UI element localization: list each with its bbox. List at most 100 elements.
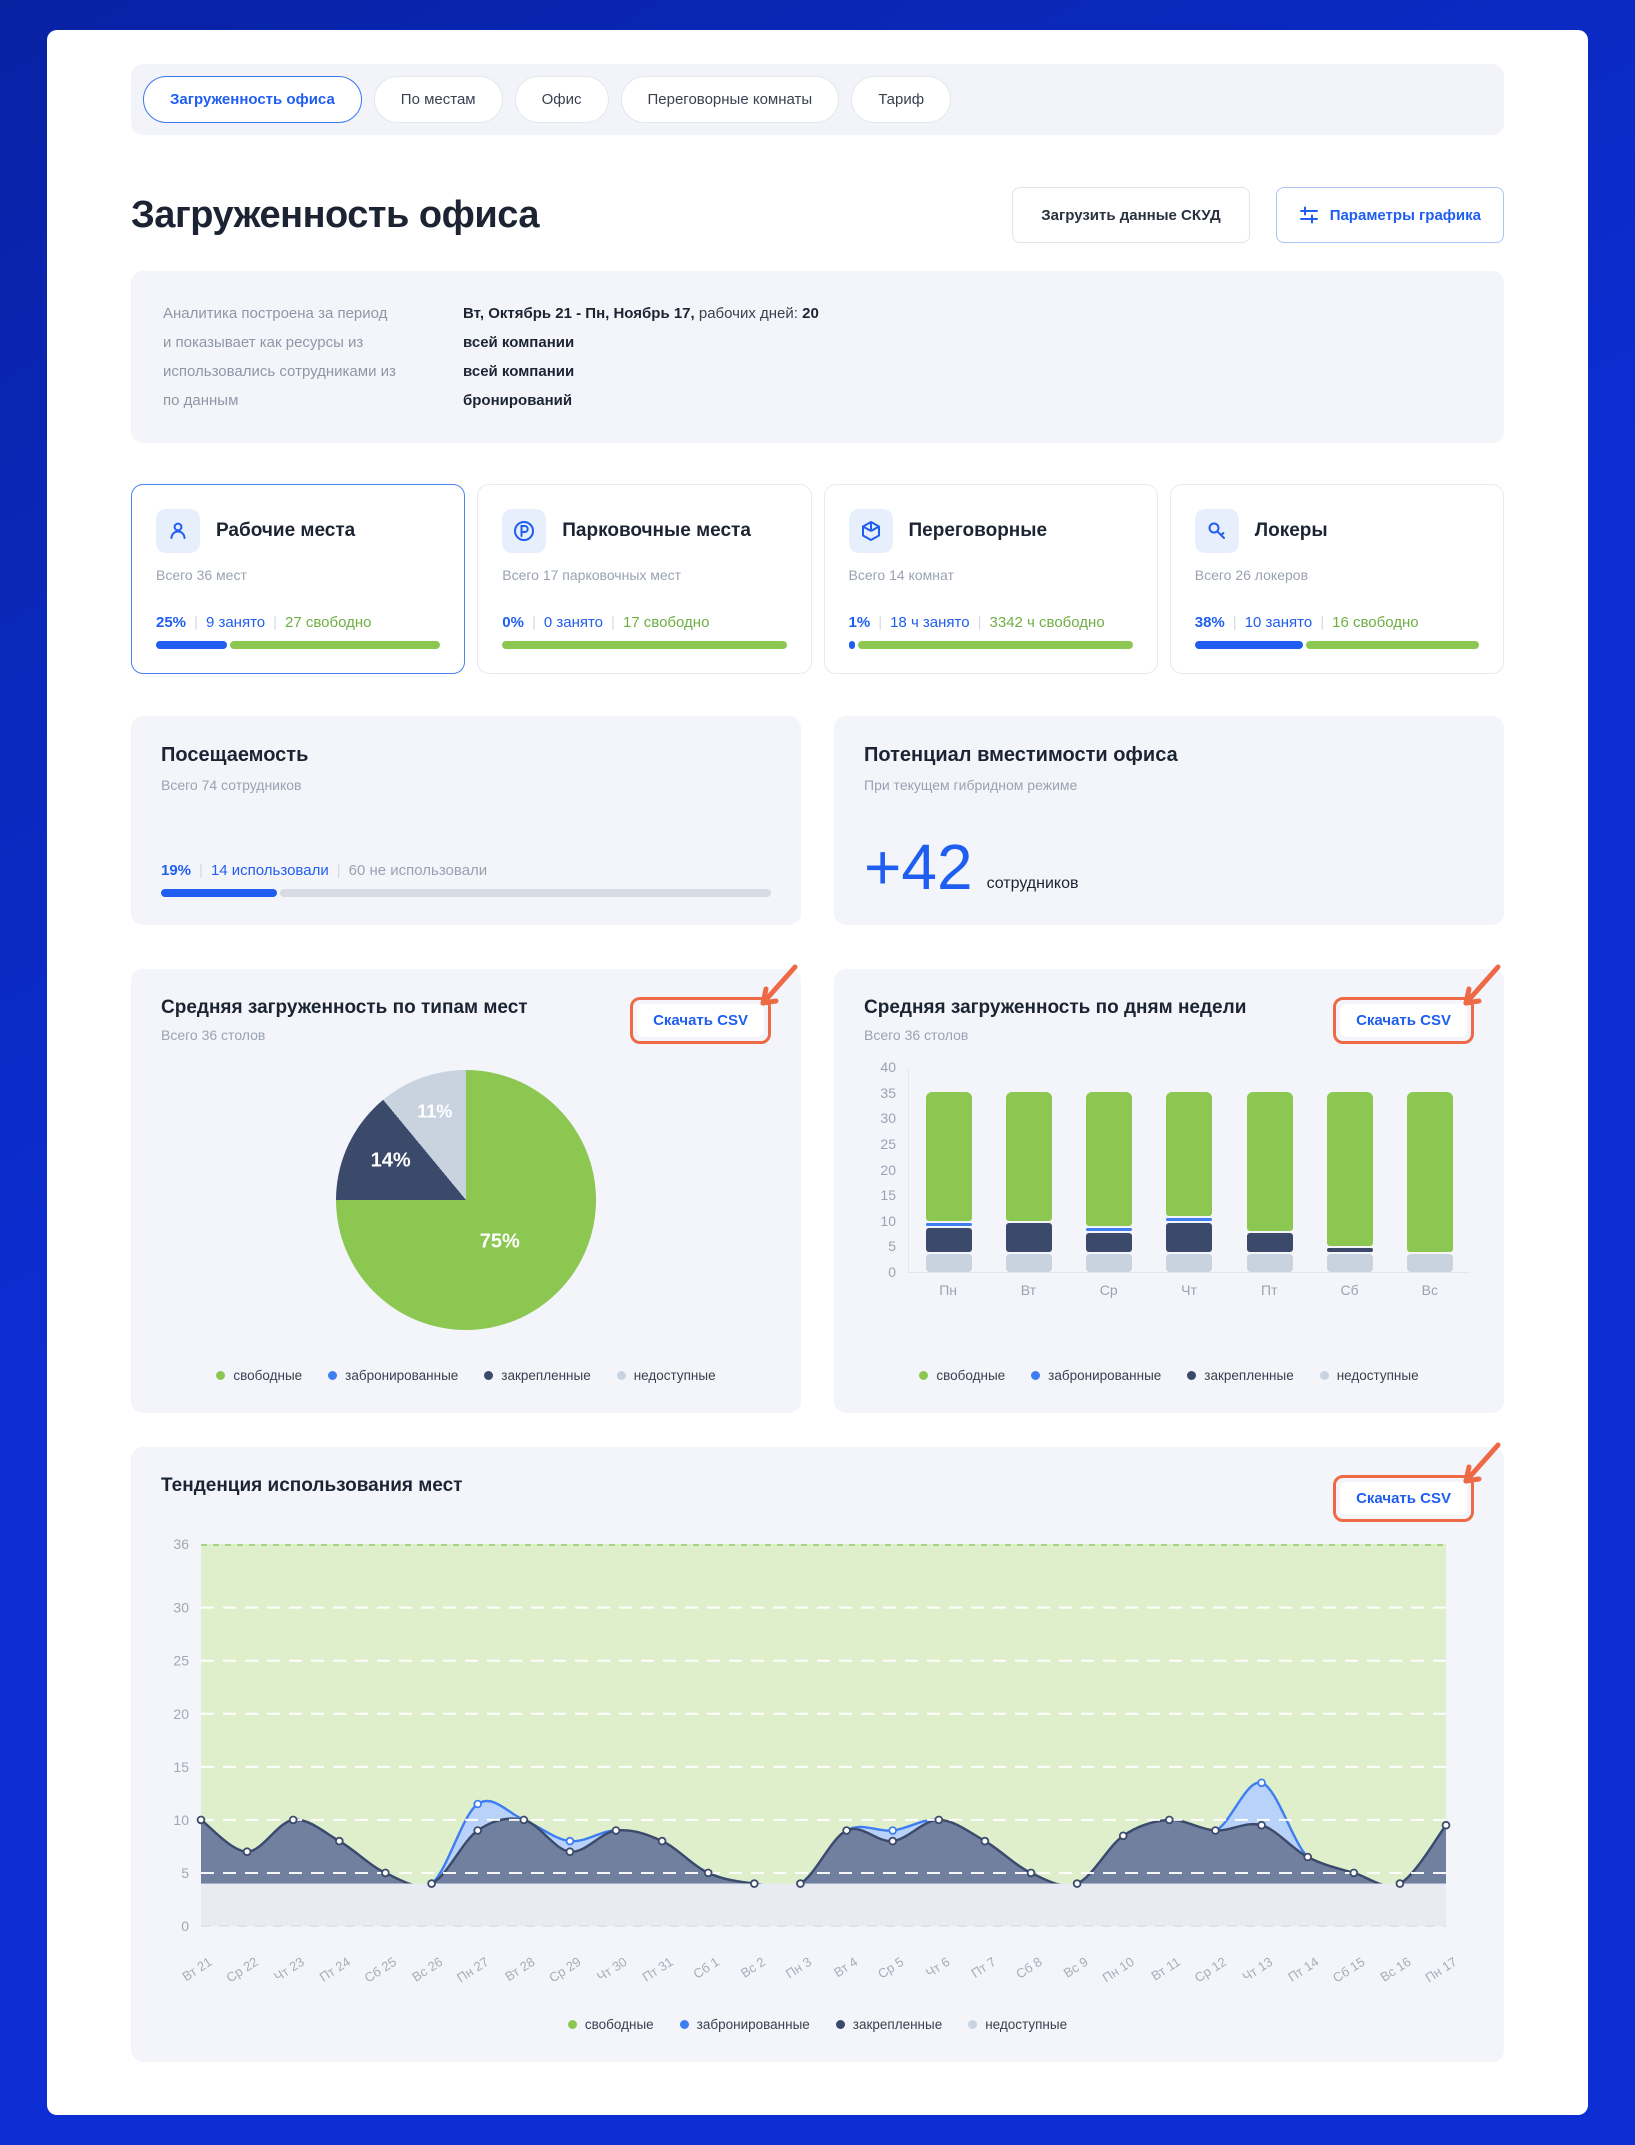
svg-text:Сб 1: Сб 1 [690,1954,721,1982]
trend-legend: свободные забронированные закрепленные недо… [161,2017,1474,2034]
y-tick-label: 15 [880,1187,896,1204]
svg-text:Сб 8: Сб 8 [1013,1954,1044,1982]
x-tick-label: Пт [1261,1282,1278,1298]
bar-column-Чт [1166,1068,1213,1272]
svg-text:0: 0 [181,1918,189,1934]
bar-segment-забронированные [1086,1227,1133,1231]
card-workplaces[interactable]: Рабочие места Всего 36 мест 25% | 9 занят… [131,484,466,674]
svg-text:10: 10 [173,1812,189,1828]
resource-stats: 25% | 9 занято | 27 свободно [156,614,372,631]
svg-text:Чт 13: Чт 13 [1240,1954,1276,1984]
download-csv-button[interactable]: Скачать CSV [1340,1004,1467,1037]
tab-office[interactable]: Офис [514,76,609,123]
annotation-highlight-box: Скачать CSV [1333,997,1474,1044]
resource-title: Рабочие места [216,520,356,541]
resource-progress [156,641,441,649]
cube-icon [848,509,893,553]
pie-slice-label-unavailable: 11% [417,1101,453,1122]
chart-params-button[interactable]: Параметры графика [1275,187,1504,243]
upload-skud-button[interactable]: Загрузить данные СКУД [1012,187,1250,243]
y-tick-label: 20 [880,1161,896,1178]
period-info-left-line: по данным [163,392,239,409]
svg-text:Вт 28: Вт 28 [502,1954,537,1984]
tab-tariff[interactable]: Тариф [851,76,952,123]
svg-text:Ср 29: Ср 29 [546,1954,583,1985]
svg-text:Вт 21: Вт 21 [179,1954,214,1984]
resource-cards-row: Рабочие места Всего 36 мест 25% | 9 занят… [131,484,1504,674]
resource-progress [848,641,1133,649]
x-tick-label: Пн [939,1282,958,1298]
svg-text:Пт 14: Пт 14 [1285,1954,1321,1985]
y-tick-label: 35 [880,1084,896,1101]
chart-params-label: Параметры графика [1329,206,1481,224]
legend-item: недоступные [616,1368,716,1383]
download-csv-button[interactable]: Скачать CSV [637,1004,764,1037]
svg-text:Ср 12: Ср 12 [1192,1954,1229,1985]
bar-column-Пн [926,1068,973,1272]
period-source: бронирований [463,392,573,409]
svg-text:Пн 3: Пн 3 [783,1954,814,1981]
tab-meeting-rooms[interactable]: Переговорные комнаты [620,76,840,123]
attendance-title: Посещаемость [161,744,309,766]
card-parking[interactable]: Парковочные места Всего 17 парковочных м… [477,484,812,674]
bar-segment-закрепленные [1166,1222,1213,1252]
card-meeting-rooms[interactable]: Переговорные Всего 14 комнат 1% | 18 ч за… [823,484,1158,674]
period-company-1: всей компании [463,334,575,351]
main-page: Загруженность офиса По местам Офис Перег… [47,30,1588,2115]
bar-segment-недоступные [1006,1253,1053,1272]
resource-subtitle: Всего 14 комнат [848,567,954,583]
tab-office-load[interactable]: Загруженность офиса [143,76,362,123]
pie-chart-title: Средняя загруженность по типам мест [161,997,528,1018]
svg-text:Пт 31: Пт 31 [640,1954,676,1985]
bar-segment-недоступные [1166,1253,1213,1272]
sliders-icon [1299,205,1319,225]
bar-column-Сб [1326,1068,1373,1272]
svg-text:Чт 23: Чт 23 [271,1954,307,1984]
period-range: Вт, Октябрь 21 - Пн, Ноябрь 17, рабочих … [463,305,819,322]
download-csv-button[interactable]: Скачать CSV [1340,1482,1467,1515]
key-icon [1194,509,1239,553]
svg-text:Ср 22: Ср 22 [223,1954,260,1985]
bar-segment-свободные [1086,1092,1133,1226]
bar-segment-свободные [1406,1092,1453,1252]
capacity-value: +42 [864,831,973,904]
pie-chart-subtitle: Всего 36 столов [161,1027,266,1043]
bar-segment-забронированные [926,1222,973,1226]
y-tick-label: 0 [888,1264,896,1280]
weekday-chart-title: Средняя загруженность по дням недели [864,997,1247,1018]
y-tick-label: 30 [880,1110,896,1127]
bar-segment-закрепленные [926,1227,973,1252]
pie-chart-card: Средняя загруженность по типам мест Всег… [131,964,801,1413]
svg-text:Вс 9: Вс 9 [1061,1954,1091,1981]
bar-column-Ср [1086,1068,1133,1272]
card-lockers[interactable]: Локеры Всего 26 локеров 38% | 10 занято | … [1169,484,1504,674]
period-info-left-line: Аналитика построена за период [163,305,388,322]
bar-segment-свободные [1246,1092,1293,1231]
svg-text:30: 30 [173,1600,189,1616]
bar-segment-недоступные [1246,1253,1293,1272]
svg-text:5: 5 [181,1865,189,1881]
y-tick-label: 25 [880,1135,896,1152]
weekday-bars [908,1068,1470,1273]
resource-stats: 38% | 10 занято | 16 свободно [1194,614,1419,631]
bar-column-Вс [1406,1068,1453,1272]
svg-text:25: 25 [173,1653,189,1669]
bar-segment-закрепленные [1326,1248,1373,1252]
parking-icon [502,509,547,553]
legend-dot-icon [919,1371,929,1380]
bar-segment-закрепленные [1246,1233,1293,1252]
tab-by-places[interactable]: По местам [373,76,503,123]
bar-segment-свободные [1166,1092,1213,1216]
svg-text:Пн 10: Пн 10 [1100,1954,1137,1985]
legend-item: забронированные [1031,1368,1161,1383]
svg-text:Сб 15: Сб 15 [1330,1954,1367,1986]
svg-text:Чт 6: Чт 6 [923,1954,953,1980]
attendance-subtitle: Всего 74 сотрудников [161,777,302,793]
bar-segment-закрепленные [1086,1233,1133,1252]
pie-legend: свободные забронированные закрепленные недо… [161,1368,771,1385]
svg-text:Вс 2: Вс 2 [738,1954,768,1981]
header-actions: Загрузить данные СКУД Параметры графика [1012,187,1504,243]
bar-segment-недоступные [1406,1253,1453,1272]
svg-text:Пт 7: Пт 7 [968,1954,998,1981]
resource-stats: 0% | 0 занято | 17 свободно [502,614,710,631]
